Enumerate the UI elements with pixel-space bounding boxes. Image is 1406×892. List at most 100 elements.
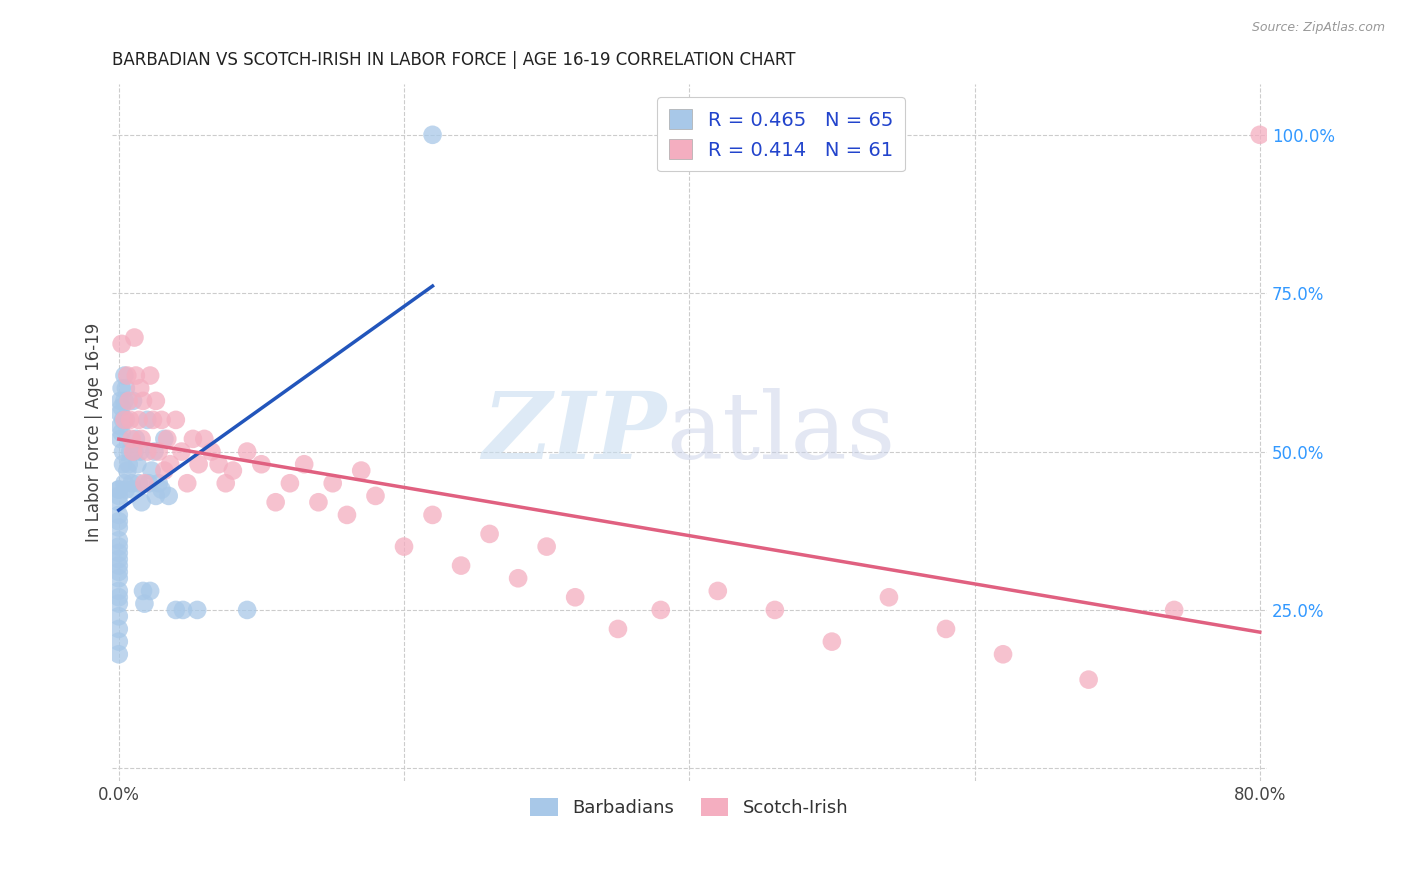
- Point: [134, 597, 156, 611]
- Point: [114, 393, 136, 408]
- Point: [148, 444, 170, 458]
- Text: BARBADIAN VS SCOTCH-IRISH IN LABOR FORCE | AGE 16-19 CORRELATION CHART: BARBADIAN VS SCOTCH-IRISH IN LABOR FORCE…: [111, 51, 796, 69]
- Point: [181, 432, 204, 446]
- Point: [125, 432, 148, 446]
- Point: [145, 393, 167, 408]
- Point: [128, 413, 150, 427]
- Point: [1163, 603, 1185, 617]
- Point: [250, 457, 273, 471]
- Point: [138, 476, 160, 491]
- Point: [117, 368, 139, 383]
- Point: [121, 476, 143, 491]
- Point: [118, 393, 141, 408]
- Point: [121, 432, 143, 446]
- Point: [122, 393, 145, 408]
- Point: [478, 527, 501, 541]
- Point: [129, 381, 152, 395]
- Text: Source: ZipAtlas.com: Source: ZipAtlas.com: [1251, 21, 1385, 34]
- Point: [110, 381, 132, 395]
- Point: [200, 444, 222, 458]
- Point: [159, 457, 181, 471]
- Point: [107, 609, 129, 624]
- Point: [107, 489, 129, 503]
- Point: [707, 583, 730, 598]
- Point: [134, 476, 156, 491]
- Point: [118, 457, 141, 471]
- Point: [422, 508, 444, 522]
- Point: [110, 401, 132, 415]
- Point: [124, 444, 146, 458]
- Point: [127, 457, 149, 471]
- Point: [607, 622, 630, 636]
- Point: [139, 368, 162, 383]
- Point: [107, 648, 129, 662]
- Text: ZIP: ZIP: [482, 387, 666, 477]
- Legend: Barbadians, Scotch-Irish: Barbadians, Scotch-Irish: [523, 790, 855, 824]
- Point: [877, 591, 900, 605]
- Point: [236, 444, 259, 458]
- Point: [115, 483, 138, 497]
- Point: [107, 483, 129, 497]
- Point: [364, 489, 387, 503]
- Point: [114, 476, 136, 491]
- Point: [115, 381, 138, 395]
- Point: [115, 413, 138, 427]
- Point: [450, 558, 472, 573]
- Point: [392, 540, 415, 554]
- Point: [107, 571, 129, 585]
- Point: [129, 444, 152, 458]
- Point: [107, 583, 129, 598]
- Point: [278, 476, 301, 491]
- Point: [132, 393, 155, 408]
- Point: [145, 489, 167, 503]
- Point: [322, 476, 344, 491]
- Point: [107, 514, 129, 528]
- Point: [107, 483, 129, 497]
- Point: [821, 634, 844, 648]
- Point: [172, 603, 194, 617]
- Point: [108, 393, 131, 408]
- Point: [110, 425, 132, 440]
- Point: [422, 128, 444, 142]
- Point: [207, 457, 229, 471]
- Point: [650, 603, 672, 617]
- Point: [108, 432, 131, 446]
- Point: [215, 476, 238, 491]
- Point: [110, 337, 132, 351]
- Point: [124, 330, 146, 344]
- Point: [122, 444, 145, 458]
- Point: [131, 432, 153, 446]
- Point: [222, 464, 245, 478]
- Point: [236, 603, 259, 617]
- Point: [107, 597, 129, 611]
- Point: [153, 432, 176, 446]
- Point: [114, 413, 136, 427]
- Point: [165, 413, 187, 427]
- Point: [117, 464, 139, 478]
- Point: [122, 483, 145, 497]
- Point: [107, 622, 129, 636]
- Point: [128, 476, 150, 491]
- Point: [112, 457, 135, 471]
- Point: [142, 413, 165, 427]
- Point: [187, 457, 209, 471]
- Point: [112, 444, 135, 458]
- Point: [107, 546, 129, 560]
- Point: [125, 368, 148, 383]
- Point: [1249, 128, 1271, 142]
- Point: [107, 552, 129, 566]
- Point: [292, 457, 315, 471]
- Point: [107, 508, 129, 522]
- Point: [148, 476, 170, 491]
- Point: [120, 444, 142, 458]
- Point: [132, 583, 155, 598]
- Point: [136, 413, 159, 427]
- Point: [131, 495, 153, 509]
- Point: [107, 540, 129, 554]
- Point: [114, 368, 136, 383]
- Point: [165, 603, 187, 617]
- Point: [107, 558, 129, 573]
- Point: [350, 464, 373, 478]
- Point: [336, 508, 359, 522]
- Point: [139, 583, 162, 598]
